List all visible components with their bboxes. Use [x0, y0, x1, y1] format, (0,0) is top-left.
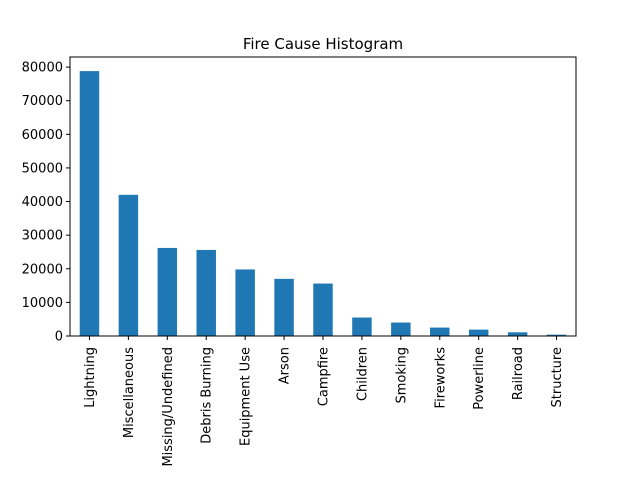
y-tick-label: 20000	[22, 262, 63, 277]
x-tick-label: Smoking	[394, 347, 409, 404]
bar	[352, 317, 372, 336]
bar	[235, 269, 255, 336]
bar	[546, 334, 567, 336]
bar	[274, 278, 294, 336]
y-tick-label: 0	[55, 330, 63, 345]
x-axis: Lightning Miscellaneous Missing/Undefined D…	[83, 336, 565, 467]
bar	[118, 194, 139, 336]
y-axis: 0 10000 20000 30000 40000 50000 60000 70000 8000…	[22, 61, 70, 345]
bar	[430, 327, 450, 336]
x-tick-label: Campfire	[317, 347, 332, 406]
bar	[468, 329, 489, 336]
y-tick-label: 70000	[22, 94, 63, 109]
x-tick-label: Missing/Undefined	[161, 347, 176, 467]
y-tick-label: 80000	[22, 61, 63, 76]
x-tick-label: Fireworks	[433, 347, 448, 409]
bar	[391, 322, 411, 336]
x-tick-label: Miscellaneous	[122, 347, 137, 438]
y-tick-label: 10000	[22, 296, 63, 311]
chart-title: Fire Cause Histogram	[243, 35, 403, 53]
x-tick-label: Structure	[550, 347, 565, 407]
bar	[196, 249, 216, 336]
plot-frame	[69, 56, 577, 337]
x-tick-label: Arson	[278, 347, 293, 384]
bar	[79, 71, 100, 336]
y-tick-label: 60000	[22, 128, 63, 143]
bar	[313, 283, 333, 336]
x-tick-label: Powerline	[472, 347, 487, 410]
y-tick-label: 50000	[22, 161, 63, 176]
x-tick-label: Railroad	[511, 347, 526, 400]
bars-group	[79, 71, 567, 336]
x-tick-label: Equipment Use	[239, 347, 254, 446]
x-tick-label: Debris Burning	[200, 347, 215, 444]
x-tick-label: Children	[355, 347, 370, 401]
bar	[157, 247, 178, 336]
y-tick-label: 30000	[22, 229, 63, 244]
x-tick-label: Lightning	[83, 347, 98, 408]
y-tick-label: 40000	[22, 195, 63, 210]
bar	[507, 332, 528, 336]
